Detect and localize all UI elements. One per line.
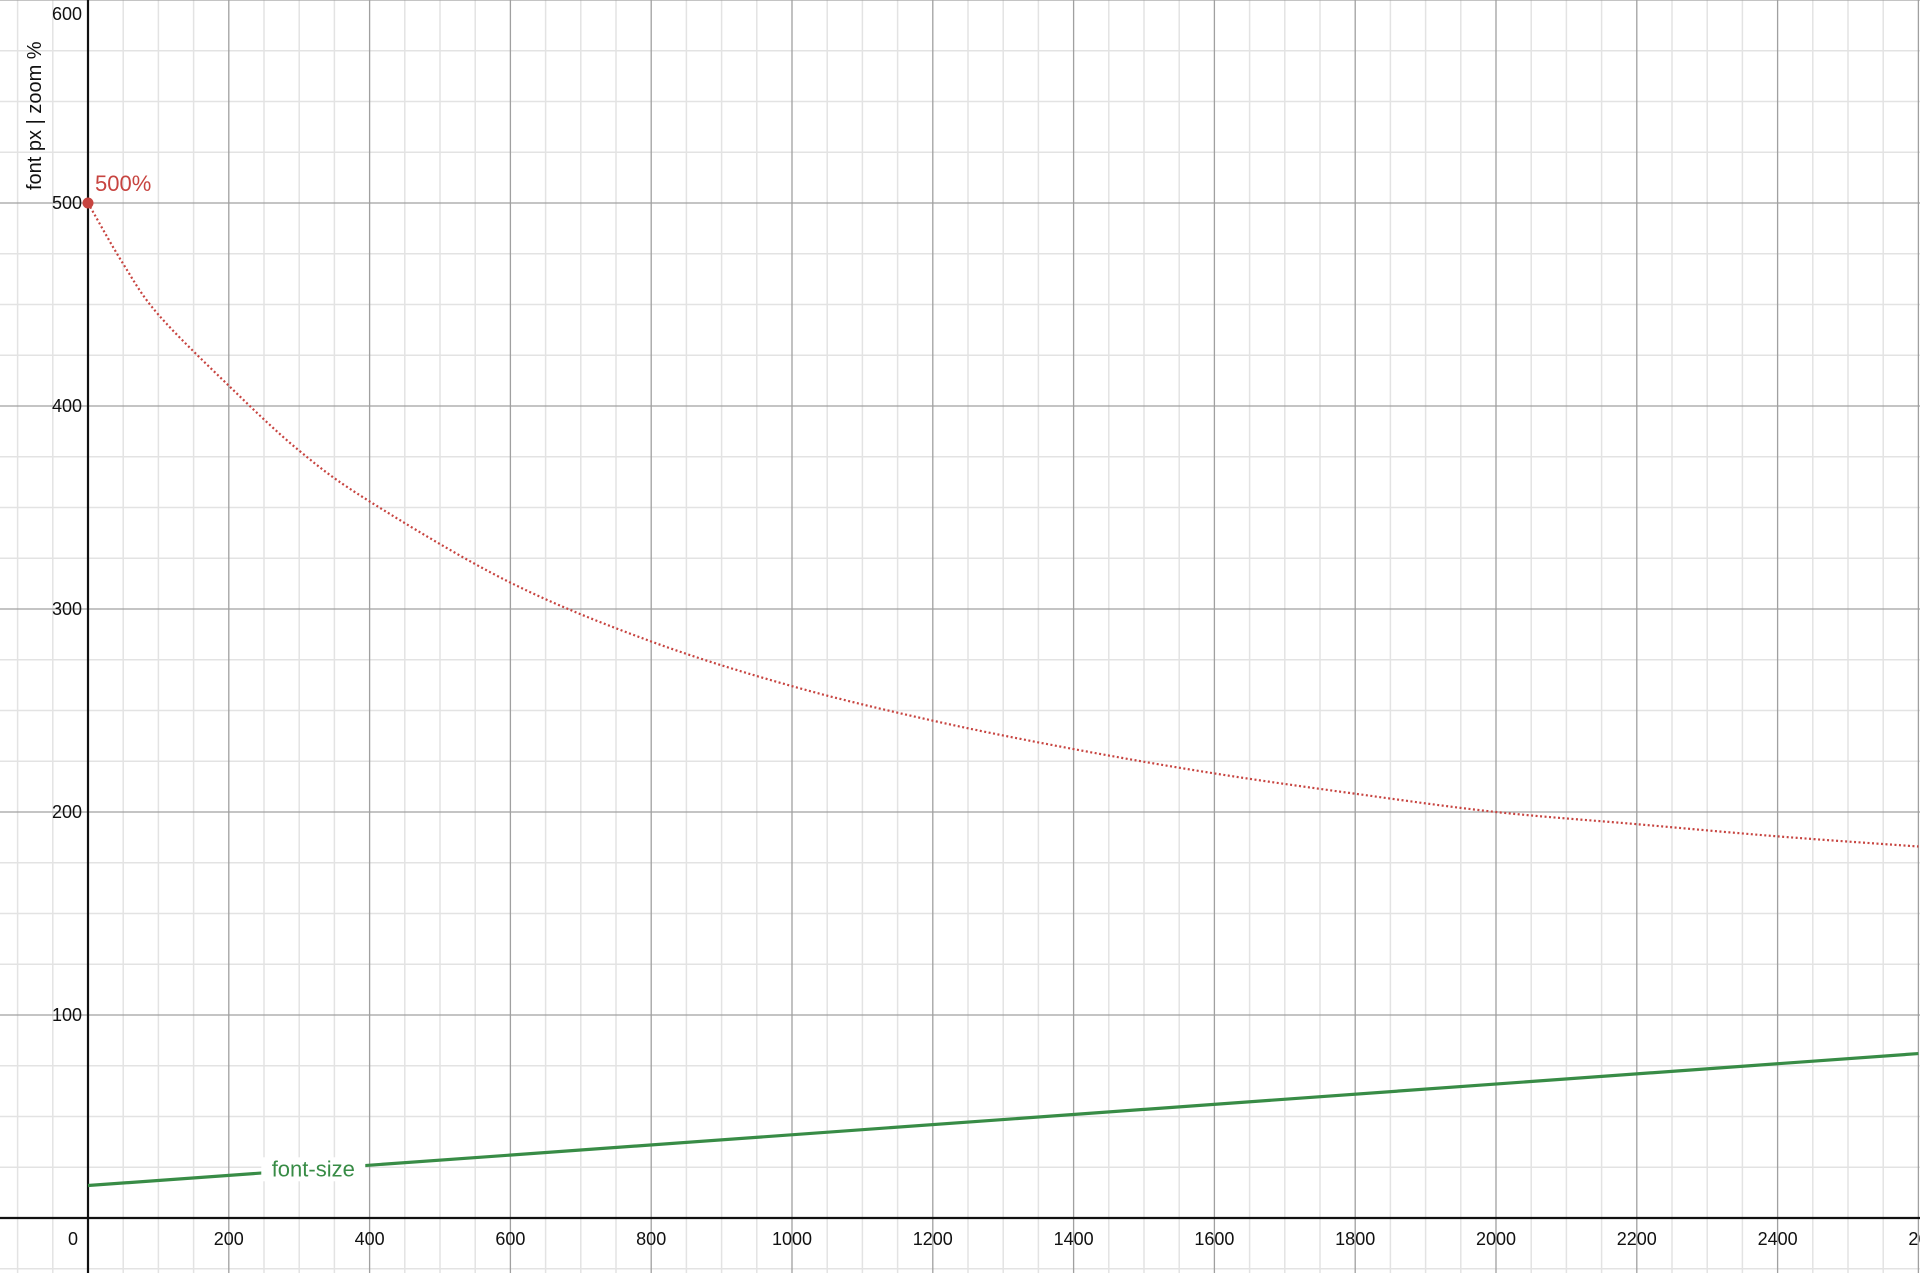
font-size-line <box>87 1051 1919 1188</box>
y-axis-label: font px | zoom % <box>24 41 46 190</box>
x-tick-label: 1000 <box>772 1229 812 1249</box>
x-tick-label: 0 <box>68 1229 78 1249</box>
y-tick-label: 600 <box>52 4 82 24</box>
x-tick-label: 800 <box>636 1229 666 1249</box>
x-tick-label: 1600 <box>1194 1229 1234 1249</box>
label-background <box>261 1157 366 1182</box>
x-tick-label: 200 <box>214 1229 244 1249</box>
x-tick-label: 2200 <box>1617 1229 1657 1249</box>
x-tick-label: 2400 <box>1758 1229 1798 1249</box>
series-label: font-size <box>272 1156 355 1181</box>
y-tick-label: 100 <box>52 1005 82 1025</box>
y-tick-label: 300 <box>52 599 82 619</box>
point-marker[interactable] <box>82 197 94 209</box>
zoom-curve <box>87 202 1919 848</box>
x-tick-label: 1400 <box>1054 1229 1094 1249</box>
x-tick-label: 2000 <box>1476 1229 1516 1249</box>
y-tick-label: 400 <box>52 396 82 416</box>
x-tick-label: 1800 <box>1335 1229 1375 1249</box>
x-tick-label: 1200 <box>913 1229 953 1249</box>
x-tick-label: 600 <box>495 1229 525 1249</box>
tick-labels: 0 200 400 600 800 1000 1200 1400 1600 1800 2000 220… <box>52 4 1920 1249</box>
series: 500% font-size <box>82 171 1919 1188</box>
x-tick-label: 400 <box>355 1229 385 1249</box>
x-tick-label: 26 <box>1908 1229 1920 1249</box>
point-label: 500% <box>95 171 151 196</box>
y-tick-label: 500 <box>52 193 82 213</box>
y-tick-label: 200 <box>52 802 82 822</box>
